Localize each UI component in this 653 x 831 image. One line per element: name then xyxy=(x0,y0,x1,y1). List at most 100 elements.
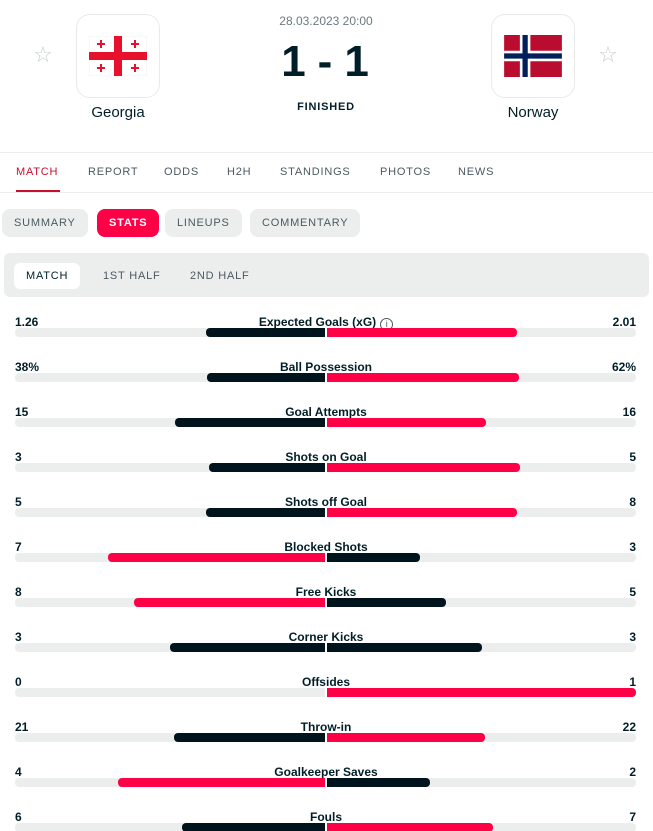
stat-away-bar xyxy=(327,733,486,742)
stat-home-bar-track xyxy=(15,463,325,472)
stat-away-bar xyxy=(327,463,521,472)
norway-flag-icon xyxy=(504,35,562,77)
stat-row: 6 Fouls 7 xyxy=(0,810,653,831)
stat-home-value: 5 xyxy=(15,495,22,509)
period-tab-2nd-half[interactable]: 2ND HALF xyxy=(190,270,250,282)
stat-label-text: Shots on Goal xyxy=(285,450,367,464)
stat-label-text: Free Kicks xyxy=(295,585,357,599)
home-team-name[interactable]: Georgia xyxy=(91,104,145,121)
stat-away-value: 2.01 xyxy=(612,315,636,329)
stat-away-bar-track xyxy=(327,418,636,427)
stat-row: 3 Shots on Goal 5 xyxy=(0,450,653,495)
stat-label: Corner Kicks xyxy=(176,630,476,644)
tab-match[interactable]: MATCH xyxy=(16,166,59,178)
stat-home-bar-track xyxy=(15,643,325,652)
stat-away-bar xyxy=(327,508,518,517)
stat-label-text: Goalkeeper Saves xyxy=(274,765,378,779)
match-score: 1-1 xyxy=(226,36,426,88)
stat-label-text: Offsides xyxy=(301,675,350,689)
stat-label-text: Corner Kicks xyxy=(288,630,364,644)
stat-home-value: 7 xyxy=(15,540,22,554)
stat-away-bar-track xyxy=(327,643,636,652)
stat-away-bar-track xyxy=(327,733,636,742)
stat-away-bar-track xyxy=(327,463,636,472)
subtab-commentary[interactable]: COMMENTARY xyxy=(250,209,361,237)
stat-away-bar-track xyxy=(327,823,636,831)
stat-away-bar-track xyxy=(327,508,636,517)
stat-away-bar-track xyxy=(327,328,636,337)
stat-home-bar-track xyxy=(15,328,325,337)
stat-label-text: Blocked Shots xyxy=(284,540,368,554)
stat-home-bar xyxy=(170,643,325,652)
stat-away-value: 5 xyxy=(629,585,636,599)
away-score: 1 xyxy=(344,37,371,86)
stat-home-value: 1.26 xyxy=(15,315,39,329)
home-score: 1 xyxy=(281,37,308,86)
stat-away-bar xyxy=(327,778,430,787)
subtab-stats[interactable]: STATS xyxy=(97,209,160,237)
tab-odds[interactable]: ODDS xyxy=(164,166,199,178)
period-tab-match[interactable]: MATCH xyxy=(14,263,81,289)
stat-away-value: 3 xyxy=(629,540,636,554)
stat-home-value: 15 xyxy=(15,405,29,419)
stat-label: Blocked Shots xyxy=(176,540,476,554)
stat-home-bar xyxy=(205,508,325,517)
tab-h2h[interactable]: H2H xyxy=(227,166,252,178)
away-team-logo[interactable] xyxy=(491,14,575,98)
stat-label: Goalkeeper Saves xyxy=(176,765,476,779)
stat-home-bar xyxy=(108,553,325,562)
stat-away-bar xyxy=(327,553,420,562)
stat-home-bar xyxy=(173,733,325,742)
stat-away-value: 62% xyxy=(611,360,636,374)
stat-away-value: 16 xyxy=(622,405,636,419)
stat-away-bar xyxy=(327,418,487,427)
tab-photos[interactable]: PHOTOS xyxy=(380,166,432,178)
favorite-away-star-icon[interactable]: ☆ xyxy=(598,42,618,67)
stat-home-bar xyxy=(207,373,325,382)
stat-label: Fouls xyxy=(176,810,476,824)
match-header: ☆ Georgia 28.03.2023 20:00 1-1 FINISHED … xyxy=(0,0,653,152)
stat-home-value: 21 xyxy=(15,720,29,734)
away-team-name[interactable]: Norway xyxy=(507,104,559,121)
subtab-lineups[interactable]: LINEUPS xyxy=(165,209,242,237)
stat-home-bar-track xyxy=(15,553,325,562)
stat-home-bar-track xyxy=(15,823,325,831)
stat-label: Shots on Goal xyxy=(176,450,476,464)
stat-away-bar-track xyxy=(327,373,636,382)
tab-report[interactable]: REPORT xyxy=(88,166,139,178)
stat-row: 3 Corner Kicks 3 xyxy=(0,630,653,675)
main-tabs: MATCH REPORT ODDS H2H STANDINGS PHOTOS N… xyxy=(0,152,653,193)
stat-label-text: Goal Attempts xyxy=(285,405,367,419)
period-tab-1st-half[interactable]: 1ST HALF xyxy=(103,270,161,282)
tab-news[interactable]: NEWS xyxy=(458,166,495,178)
tab-standings[interactable]: STANDINGS xyxy=(280,166,351,178)
stat-label: Throw-in xyxy=(176,720,476,734)
stat-home-bar xyxy=(181,823,325,831)
stat-away-bar-track xyxy=(327,553,636,562)
home-team-logo[interactable] xyxy=(76,14,160,98)
stat-home-bar-track xyxy=(15,778,325,787)
stat-home-bar-track xyxy=(15,508,325,517)
stat-away-bar-track xyxy=(327,598,636,607)
georgia-flag-icon xyxy=(89,36,147,76)
match-status: FINISHED xyxy=(297,101,355,113)
stat-home-bar xyxy=(205,328,325,337)
period-tabs: MATCH 1ST HALF 2ND HALF xyxy=(4,253,649,297)
stat-away-value: 1 xyxy=(629,675,636,689)
stat-home-bar-track xyxy=(15,418,325,427)
subtab-summary[interactable]: SUMMARY xyxy=(2,209,88,237)
stat-home-value: 3 xyxy=(15,630,22,644)
stat-home-bar-track xyxy=(15,373,325,382)
favorite-home-star-icon[interactable]: ☆ xyxy=(33,42,53,67)
stat-away-bar-track xyxy=(327,688,636,697)
stat-label: Goal Attempts xyxy=(176,405,476,419)
stat-away-value: 3 xyxy=(629,630,636,644)
stat-row: 4 Goalkeeper Saves 2 xyxy=(0,765,653,810)
stat-label-text: Fouls xyxy=(310,810,342,824)
stat-home-bar xyxy=(118,778,325,787)
stat-away-value: 7 xyxy=(629,810,636,824)
active-tab-indicator xyxy=(16,190,60,192)
match-date: 28.03.2023 20:00 xyxy=(279,14,373,28)
stat-home-bar xyxy=(175,418,325,427)
stat-label: Ball Possession xyxy=(176,360,476,374)
